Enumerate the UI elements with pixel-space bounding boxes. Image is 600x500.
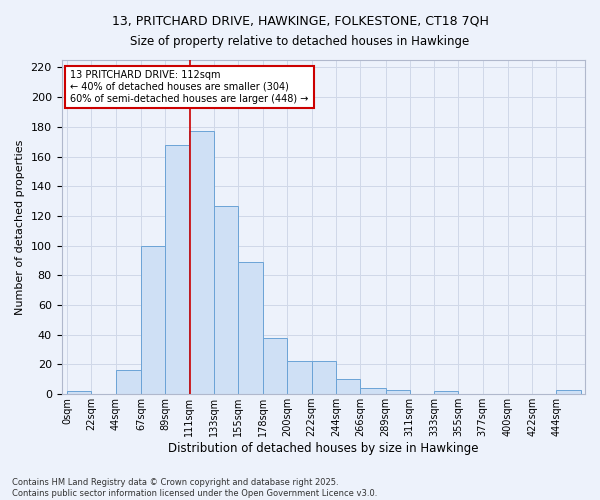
Bar — [165, 144, 190, 394]
Bar — [238, 262, 263, 394]
Bar — [214, 206, 238, 394]
Bar — [386, 390, 410, 394]
Y-axis label: Number of detached properties: Number of detached properties — [15, 140, 25, 315]
Text: Size of property relative to detached houses in Hawkinge: Size of property relative to detached ho… — [130, 35, 470, 48]
Bar — [141, 246, 165, 394]
Bar — [67, 391, 91, 394]
Bar — [336, 380, 360, 394]
Text: Contains HM Land Registry data © Crown copyright and database right 2025.
Contai: Contains HM Land Registry data © Crown c… — [12, 478, 377, 498]
Bar — [556, 390, 581, 394]
X-axis label: Distribution of detached houses by size in Hawkinge: Distribution of detached houses by size … — [168, 442, 479, 455]
Bar — [360, 388, 386, 394]
Bar — [311, 362, 336, 394]
Bar — [434, 391, 458, 394]
Bar — [263, 338, 287, 394]
Bar — [287, 362, 311, 394]
Bar — [116, 370, 141, 394]
Bar — [190, 132, 214, 394]
Text: 13 PRITCHARD DRIVE: 112sqm
← 40% of detached houses are smaller (304)
60% of sem: 13 PRITCHARD DRIVE: 112sqm ← 40% of deta… — [70, 70, 309, 104]
Text: 13, PRITCHARD DRIVE, HAWKINGE, FOLKESTONE, CT18 7QH: 13, PRITCHARD DRIVE, HAWKINGE, FOLKESTON… — [112, 15, 488, 28]
